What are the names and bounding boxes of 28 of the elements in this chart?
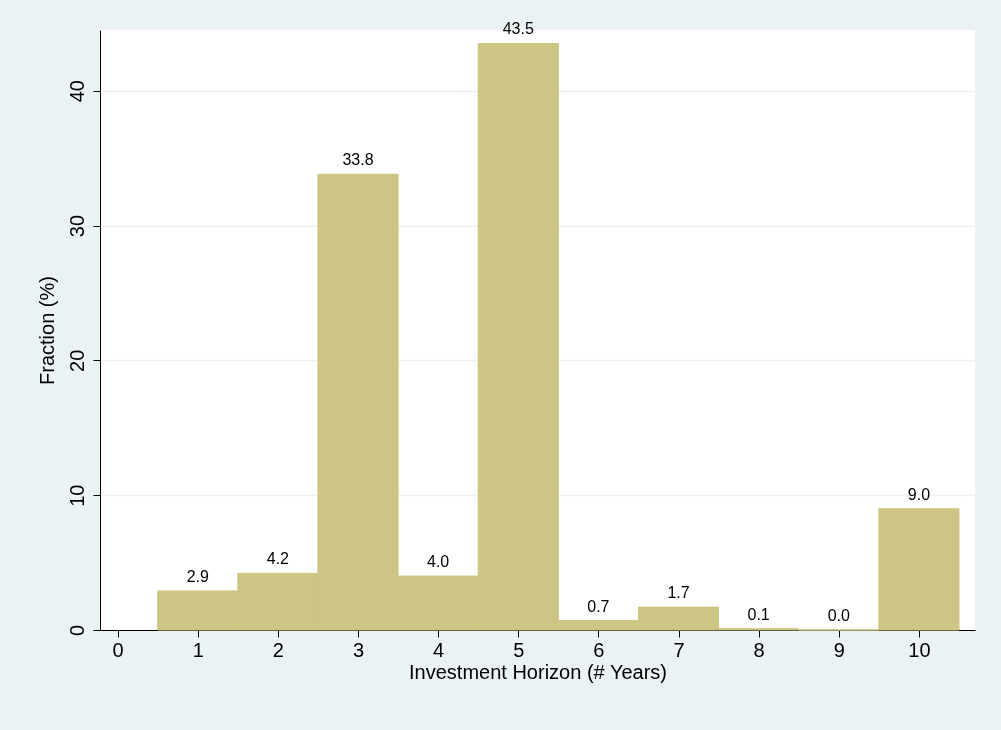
data-label: 33.8 xyxy=(342,151,374,169)
y-tick-label: 30 xyxy=(65,214,88,238)
x-tick-label: 0 xyxy=(112,638,124,661)
data-label: 0.7 xyxy=(587,597,610,615)
data-label: 9.0 xyxy=(907,485,931,503)
x-tick-label: 1 xyxy=(192,638,204,661)
data-label: 0.0 xyxy=(827,607,850,624)
x-axis-title: Investment Horizon (# Years) xyxy=(409,660,667,683)
data-label: 4.0 xyxy=(427,553,450,571)
y-axis-title: Fraction (%) xyxy=(35,276,58,385)
x-tick-label: 3 xyxy=(352,638,365,661)
x-tick-label: 8 xyxy=(753,638,765,661)
y-tick-label: 20 xyxy=(65,349,88,372)
y-tick-label: 0 xyxy=(65,624,88,637)
data-label: 43.5 xyxy=(502,20,534,38)
x-tick-label: 5 xyxy=(513,638,525,661)
y-tick-label: 40 xyxy=(65,80,88,103)
data-label: 0.1 xyxy=(747,605,770,623)
x-tick-label: 7 xyxy=(673,638,685,661)
x-tick-label: 2 xyxy=(272,638,284,661)
x-tick-label: 10 xyxy=(908,638,931,661)
data-label: 1.7 xyxy=(667,584,690,602)
data-label: 2.9 xyxy=(186,567,209,585)
data-label: 4.2 xyxy=(266,550,290,568)
x-tick-label: 6 xyxy=(593,638,605,661)
x-tick-label: 9 xyxy=(833,638,845,661)
x-tick-label: 4 xyxy=(433,638,445,661)
y-tick-label: 10 xyxy=(65,484,88,507)
